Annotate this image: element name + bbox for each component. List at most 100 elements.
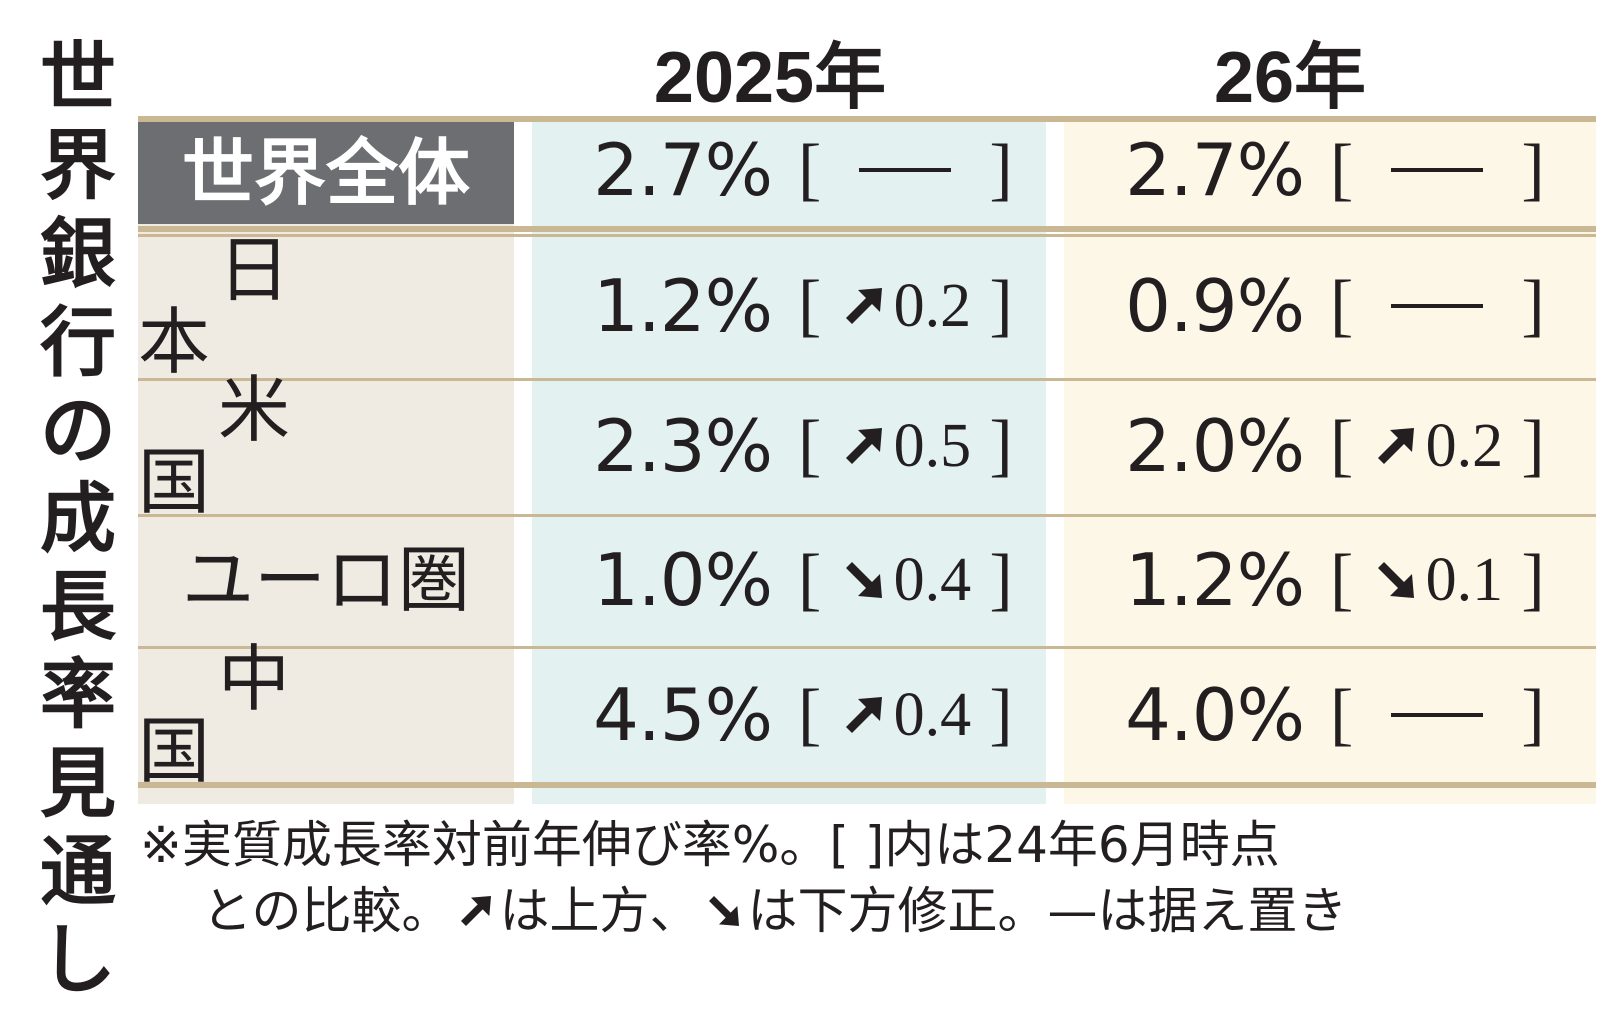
- revision-value: 0.5: [821, 415, 989, 477]
- value-cell: 4.5% [0.4]: [532, 648, 1046, 782]
- dash-mark: —: [1391, 713, 1484, 717]
- bracket-open: [: [1330, 267, 1354, 344]
- value-cell: 1.2% [0.1]: [1064, 516, 1596, 644]
- value-cell: 2.7%[—]: [1064, 116, 1596, 224]
- growth-value: 1.0%: [593, 538, 773, 622]
- table-row: 中国4.5%[0.4]4.0%[—]: [138, 637, 1596, 793]
- bracket-close: ]: [1521, 407, 1545, 484]
- bracket-open: [: [798, 676, 822, 753]
- table-rule: [138, 782, 1596, 788]
- row-label: 中国: [138, 637, 371, 793]
- arrow-down-icon: [704, 891, 744, 931]
- revision: [0.1]: [1330, 545, 1545, 615]
- revision-value: 0.1: [1353, 549, 1521, 611]
- arrow-down-icon: [1372, 556, 1420, 604]
- table-row: 日本1.2%[0.2]0.9%[—]: [138, 228, 1596, 384]
- bracket-open: [: [1330, 131, 1354, 208]
- table-rule: [138, 378, 1596, 381]
- table-rule: [138, 116, 1596, 122]
- value-cell: 2.3% [0.5]: [532, 380, 1046, 512]
- growth-value: 1.2%: [593, 264, 773, 348]
- revision-amount: 0.4: [893, 681, 972, 749]
- revision-value: 0.4: [821, 549, 989, 611]
- unchanged-dash: —: [1353, 304, 1521, 308]
- revision-amount: 0.4: [893, 546, 972, 614]
- title-char: し: [40, 914, 116, 1004]
- footnote-line-1: ※実質成長率対前年伸び率%。[ ]内は24年6月時点: [140, 816, 1280, 874]
- title-char: 通: [40, 826, 116, 916]
- bracket-close: ]: [989, 267, 1013, 344]
- table-rule: [138, 226, 1596, 232]
- unchanged-dash: —: [1353, 713, 1521, 717]
- arrow-down-icon: [840, 556, 888, 604]
- growth-value: 0.9%: [1125, 264, 1305, 348]
- bracket-close: ]: [989, 131, 1013, 208]
- footnote-line-2: との比較。 は上方、 は下方修正。—は据え置き: [140, 878, 1580, 944]
- growth-value: 2.7%: [593, 128, 773, 212]
- dash-mark: —: [1391, 304, 1484, 308]
- title-char: 率: [40, 650, 116, 740]
- unchanged-dash: —: [1353, 168, 1521, 172]
- arrow-up-icon: [840, 691, 888, 739]
- table-rule: [138, 646, 1596, 649]
- table-rule: [138, 234, 1596, 237]
- revision: [—]: [798, 135, 1013, 205]
- bracket-open: [: [798, 131, 822, 208]
- bracket-open: [: [798, 541, 822, 618]
- title-char: の: [40, 385, 116, 475]
- bracket-close: ]: [989, 541, 1013, 618]
- arrow-up-icon: [1372, 422, 1420, 470]
- value-cell: 2.7%[—]: [532, 116, 1046, 224]
- row-label: 日本: [138, 228, 371, 384]
- dash-mark: —: [859, 168, 952, 172]
- title-char: 長: [40, 562, 116, 652]
- forecast-table: 世界全体2.7%[—]2.7%[—]日本1.2%[0.2]0.9%[—]米国2.…: [138, 116, 1596, 804]
- dash-mark: —: [1391, 168, 1484, 172]
- revision-amount: 0.2: [893, 272, 972, 340]
- bracket-open: [: [1330, 407, 1354, 484]
- row-label: 米国: [138, 368, 371, 524]
- revision-amount: 0.2: [1425, 412, 1504, 480]
- arrow-up-icon: [456, 891, 496, 931]
- revision: [0.5]: [798, 411, 1013, 481]
- table-row: 米国 2.3% [0.5] 2.0% [0.2]: [138, 368, 1596, 524]
- table-row: ユーロ圏 1.0% [0.4] 1.2% [0.1]: [138, 516, 1596, 644]
- footnote-text-a: との比較。: [202, 882, 452, 940]
- bracket-close: ]: [989, 676, 1013, 753]
- revision-amount: 0.1: [1425, 546, 1504, 614]
- footnote-text-b: は上方、: [499, 882, 700, 940]
- revision: [—]: [1330, 680, 1545, 750]
- revision: [0.2]: [798, 271, 1013, 341]
- bracket-open: [: [1330, 541, 1354, 618]
- revision-value: 0.2: [1353, 415, 1521, 477]
- growth-value: 2.0%: [1125, 404, 1305, 488]
- growth-value: 2.3%: [593, 404, 773, 488]
- value-cell: 2.0% [0.2]: [1064, 380, 1596, 512]
- growth-value: 4.5%: [593, 673, 773, 757]
- title-char: 行: [40, 297, 116, 387]
- bracket-open: [: [798, 267, 822, 344]
- column-header-2025: 2025年: [653, 38, 887, 118]
- revision: [0.4]: [798, 680, 1013, 750]
- row-label: 世界全体: [138, 122, 514, 224]
- value-cell: 1.0% [0.4]: [532, 516, 1046, 644]
- unchanged-dash: —: [821, 168, 989, 172]
- bracket-close: ]: [989, 407, 1013, 484]
- vertical-title: 世界銀行の成長率見通し: [28, 40, 128, 1000]
- arrow-up-icon: [840, 282, 888, 330]
- footnote-text-c: は下方修正。—は据え置き: [747, 882, 1348, 940]
- revision-amount: 0.5: [893, 412, 972, 480]
- value-cell: 4.0%[—]: [1064, 648, 1596, 782]
- row-label: ユーロ圏: [181, 538, 470, 622]
- growth-value: 1.2%: [1125, 538, 1305, 622]
- arrow-up-icon: [840, 422, 888, 470]
- revision: [—]: [1330, 271, 1545, 341]
- bracket-open: [: [1330, 676, 1354, 753]
- bracket-close: ]: [1521, 267, 1545, 344]
- value-cell: 0.9%[—]: [1064, 240, 1596, 372]
- title-char: 成: [40, 473, 116, 563]
- title-char: 界: [40, 121, 116, 211]
- revision: [0.4]: [798, 545, 1013, 615]
- title-char: 見: [40, 738, 116, 828]
